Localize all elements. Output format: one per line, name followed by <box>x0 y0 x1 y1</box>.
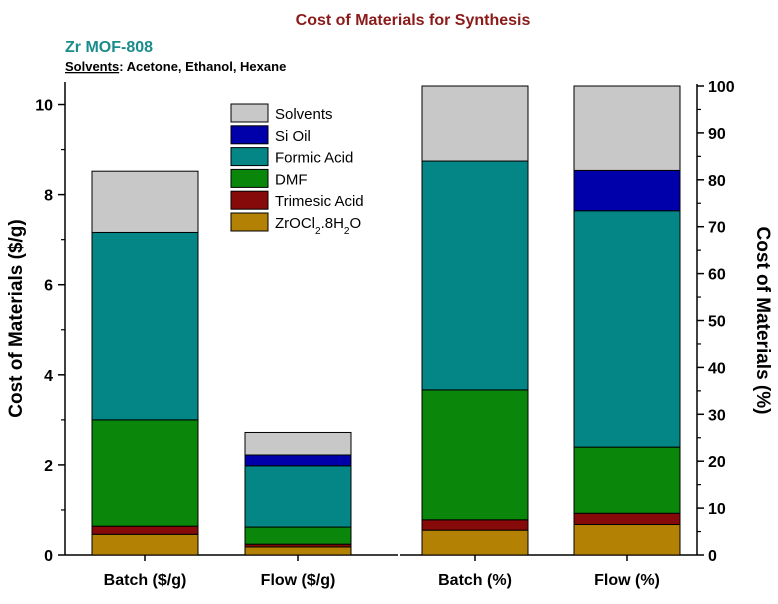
right-y-tick-label: 20 <box>708 454 726 471</box>
bar-segment-solvents <box>91 170 199 233</box>
legend-swatch-zrocl2-8h2o <box>230 212 269 232</box>
left-y-tick-label: 8 <box>44 188 53 205</box>
legend-label-solvents: Solvents <box>275 106 333 123</box>
right-y-tick-label: 70 <box>708 220 726 237</box>
legend-swatch-formic-acid <box>230 147 269 167</box>
bar-segment-solvents <box>244 431 352 456</box>
left-y-tick-label: 0 <box>44 548 53 565</box>
right-y-tick-label: 40 <box>708 360 726 377</box>
right-y-tick-label: 10 <box>708 501 726 518</box>
legend-swatch-si-oil <box>230 125 269 145</box>
right-category-label: Batch (%) <box>438 572 512 589</box>
legend-label-formic-acid: Formic Acid <box>275 150 353 167</box>
right-y-tick-label: 90 <box>708 126 726 143</box>
right-y-tick-label: 50 <box>708 314 726 331</box>
solvents-note: Solvents: Acetone, Ethanol, Hexane <box>65 59 286 74</box>
bar-segment-dmf <box>421 389 529 521</box>
solvents-note-text: : Acetone, Ethanol, Hexane <box>119 59 286 74</box>
bar-segment-formic-acid <box>421 160 529 391</box>
legend-swatch-dmf <box>230 168 269 188</box>
bar-segment-zrocl2-8h2o <box>244 546 352 556</box>
legend-label-si-oil: Si Oil <box>275 128 311 145</box>
bar-segment-formic-acid <box>573 210 681 448</box>
bar-segment-formic-acid <box>91 231 199 421</box>
legend-swatch-solvents <box>230 103 269 123</box>
bar-segment-dmf <box>91 419 199 527</box>
legend-label-dmf: DMF <box>275 171 308 188</box>
plot-area: 0 2 4 6 8 10 Batch ($/g) Flow ($/g) Cost of Mate… <box>6 79 773 589</box>
left-y-tick-label: 4 <box>44 368 53 385</box>
legend-label-trimesic-acid: Trimesic Acid <box>275 193 364 210</box>
bar-segment-solvents <box>421 85 529 162</box>
left-y-tick-label: 6 <box>44 278 53 295</box>
right-y-tick-label: 100 <box>708 79 735 96</box>
right-y-axis-label: Cost of Materials (%) <box>752 227 773 415</box>
bar-segment-solvents <box>573 85 681 171</box>
left-category-label: Batch ($/g) <box>104 572 187 589</box>
bar-segment-trimesic-acid <box>421 519 529 531</box>
bar-segment-dmf <box>573 446 681 514</box>
legend-label-zrocl2-8h2o: ZrOCl2.8H2O <box>275 215 361 237</box>
left-y-tick-label: 10 <box>35 98 53 115</box>
bar-segment-dmf <box>244 526 352 545</box>
legend-swatch-trimesic-acid <box>230 190 269 210</box>
bar-segment-si-oil <box>573 169 681 212</box>
right-y-tick-label: 60 <box>708 267 726 284</box>
bar-segment-zrocl2-8h2o <box>421 529 529 556</box>
chart-title: Cost of Materials for Synthesis <box>296 12 531 29</box>
left-y-axis-label: Cost of Materials ($/g) <box>6 219 27 417</box>
chart-subtitle: Zr MOF-808 <box>65 39 153 56</box>
left-y-tick-label: 2 <box>44 458 53 475</box>
right-y-tick-label: 0 <box>708 548 717 565</box>
right-y-tick-label: 30 <box>708 407 726 424</box>
bar-segment-zrocl2-8h2o <box>573 524 681 556</box>
bar-segment-trimesic-acid <box>573 512 681 526</box>
bar-segment-zrocl2-8h2o <box>91 533 199 556</box>
right-category-label: Flow (%) <box>594 572 660 589</box>
left-category-label: Flow ($/g) <box>261 572 336 589</box>
solvents-note-label: Solvents <box>65 59 119 74</box>
bar-segment-trimesic-acid <box>91 525 199 535</box>
bar-segment-formic-acid <box>244 465 352 528</box>
right-y-tick-label: 80 <box>708 173 726 190</box>
bar-segment-si-oil <box>244 454 352 467</box>
legend: Solvents Si Oil Formic Acid DMF Trimesic Aci… <box>230 103 364 237</box>
